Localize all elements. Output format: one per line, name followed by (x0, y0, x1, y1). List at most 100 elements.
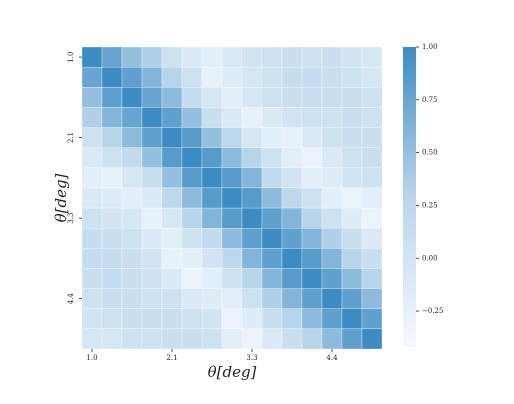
heatmap-cell (101, 308, 123, 330)
x-tick-label: 1.0 (86, 354, 97, 362)
heatmap-cell (221, 207, 243, 229)
heatmap-cell (261, 328, 283, 350)
heatmap-cell (181, 288, 203, 309)
heatmap-cell (121, 187, 143, 209)
heatmap-cell (101, 46, 123, 68)
heatmap-cell (301, 46, 323, 68)
heatmap-cell (301, 328, 323, 350)
heatmap-cell (141, 127, 163, 148)
heatmap-cell (321, 87, 343, 108)
heatmap-cell (201, 187, 223, 209)
heatmap-cell (81, 288, 103, 309)
heatmap-cell (221, 328, 243, 350)
heatmap-cell (81, 308, 103, 330)
heatmap-cell (241, 107, 263, 128)
heatmap-cell (261, 127, 283, 148)
y-tick-label: 2.1 (67, 132, 75, 143)
heatmap-cell (321, 107, 343, 128)
colorbar-tick-label: 0.25 (422, 201, 438, 209)
heatmap-cell (281, 308, 303, 330)
heatmap-cell (221, 228, 243, 249)
heatmap-cell (181, 107, 203, 128)
heatmap-cell (341, 66, 363, 88)
heatmap-cell (221, 107, 243, 128)
heatmap-cell (81, 107, 103, 128)
heatmap-cell (361, 107, 383, 128)
heatmap-cell (121, 107, 143, 128)
heatmap-cell (121, 167, 143, 189)
heatmap-cell (221, 187, 243, 209)
heatmap-cell (201, 127, 223, 148)
heatmap-cell (361, 268, 383, 289)
heatmap-cell (361, 308, 383, 330)
heatmap-cell (201, 167, 223, 189)
heatmap-cell (281, 87, 303, 108)
heatmap-cell (161, 107, 183, 128)
heatmap-cell (301, 207, 323, 229)
heatmap-cell (361, 187, 383, 209)
heatmap-cell (281, 248, 303, 269)
heatmap-cell (341, 207, 363, 229)
heatmap-cell (361, 147, 383, 168)
heatmap-cell (341, 248, 363, 269)
heatmap-cell (161, 187, 183, 209)
heatmap-cell (121, 288, 143, 309)
heatmap-cell (221, 288, 243, 309)
heatmap-cell (181, 127, 203, 148)
heatmap-cell (221, 46, 243, 68)
y-axis-title: θ[deg] (52, 173, 70, 222)
heatmap-cell (321, 127, 343, 148)
heatmap-cell (221, 66, 243, 88)
heatmap-cell (341, 147, 363, 168)
colorbar (403, 47, 416, 347)
heatmap-cell (261, 248, 283, 269)
heatmap-cell (261, 268, 283, 289)
heatmap-cell (141, 248, 163, 269)
heatmap-cell (321, 228, 343, 249)
heatmap-cell (181, 228, 203, 249)
heatmap-cell (101, 268, 123, 289)
heatmap-cell (361, 248, 383, 269)
heatmap-cell (101, 248, 123, 269)
heatmap-cell (321, 308, 343, 330)
colorbar-tick-label: 1.00 (422, 43, 438, 51)
heatmap-cell (141, 288, 163, 309)
heatmap-cell (321, 248, 343, 269)
heatmap-cell (321, 147, 343, 168)
heatmap-cell (241, 268, 263, 289)
heatmap-cell (101, 167, 123, 189)
heatmap-cell (141, 187, 163, 209)
heatmap-cell (141, 167, 163, 189)
heatmap-cell (121, 87, 143, 108)
heatmap-cell (81, 87, 103, 108)
y-tick-label: 4.4 (67, 293, 75, 305)
heatmap-cell (141, 147, 163, 168)
heatmap-cell (81, 167, 103, 189)
heatmap-cell (121, 268, 143, 289)
heatmap-cell (141, 207, 163, 229)
heatmap-cell (161, 328, 183, 350)
heatmap-cell (241, 46, 263, 68)
heatmap-cell (101, 66, 123, 88)
heatmap-cell (221, 147, 243, 168)
heatmap-cell (281, 328, 303, 350)
heatmap-cell (341, 46, 363, 68)
heatmap-cell (81, 187, 103, 209)
heatmap-cell (161, 308, 183, 330)
heatmap-cell (341, 328, 363, 350)
heatmap-cell (261, 107, 283, 128)
heatmap-cell (121, 207, 143, 229)
heatmap-cell (121, 147, 143, 168)
heatmap-cell (321, 207, 343, 229)
heatmap-cell (161, 248, 183, 269)
heatmap-cell (101, 107, 123, 128)
heatmap-cell (301, 228, 323, 249)
heatmap-cell (161, 268, 183, 289)
heatmap-cell (181, 308, 203, 330)
heatmap-cell (301, 187, 323, 209)
heatmap-cell (241, 228, 263, 249)
heatmap-cell (221, 127, 243, 148)
heatmap-cell (181, 328, 203, 350)
